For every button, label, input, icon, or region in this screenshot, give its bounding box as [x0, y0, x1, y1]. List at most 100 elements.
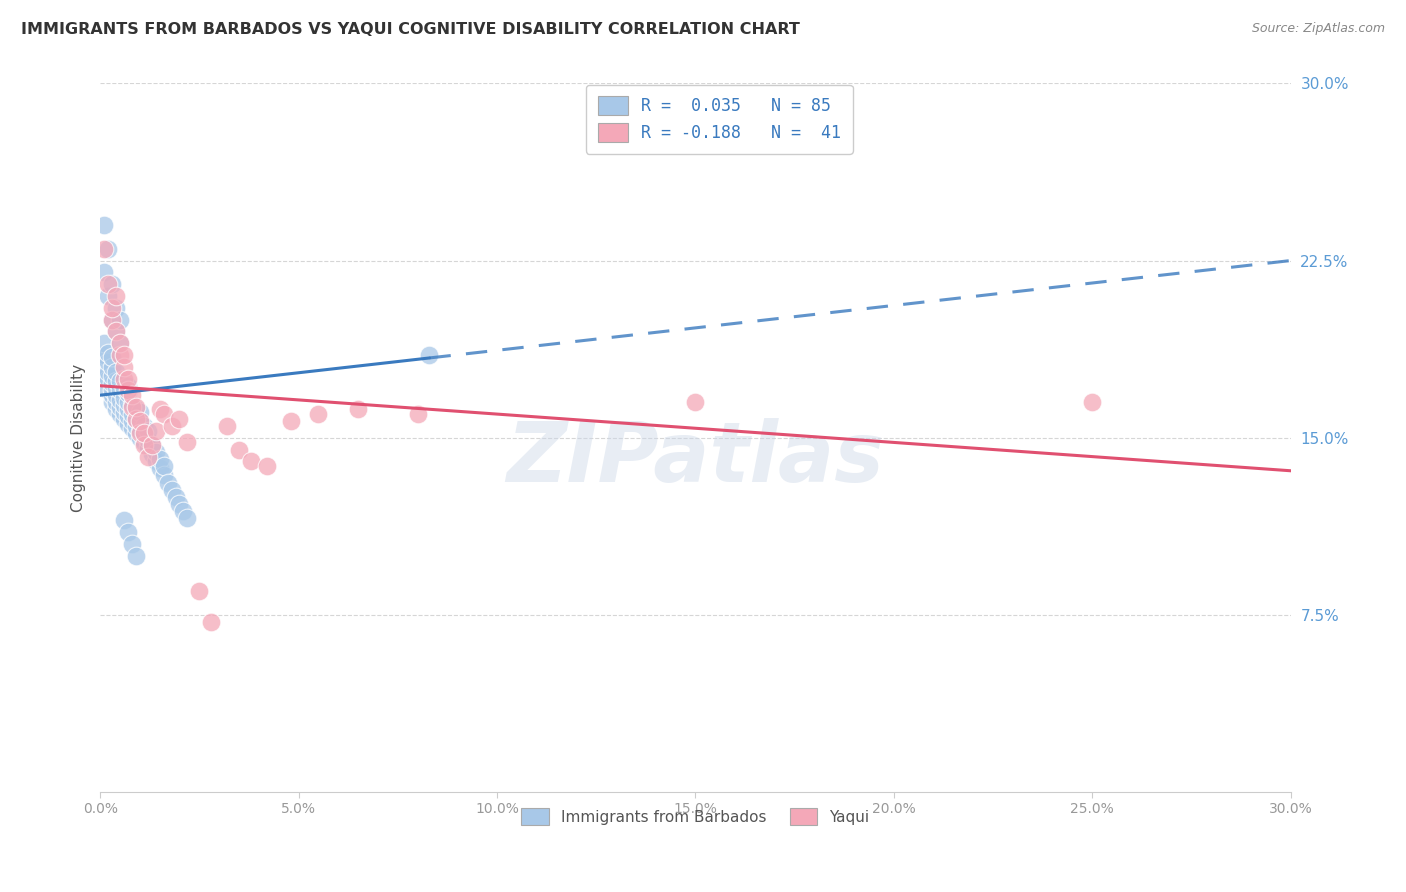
Point: [97, 365, 120, 379]
Point: [117, 525, 139, 540]
Point: [101, 277, 124, 292]
Point: [112, 412, 135, 426]
Point: [200, 615, 222, 629]
Point: [101, 301, 124, 315]
Point: [105, 301, 128, 315]
Point: [93, 372, 115, 386]
Point: [105, 381, 128, 395]
Y-axis label: Cognitive Disability: Cognitive Disability: [72, 364, 86, 512]
Point: [136, 424, 159, 438]
Point: [108, 312, 131, 326]
Point: [145, 424, 167, 438]
Point: [145, 445, 167, 459]
Point: [121, 421, 143, 435]
Point: [176, 511, 198, 525]
Point: [101, 384, 124, 398]
Point: [188, 584, 211, 599]
Point: [97, 384, 120, 398]
Point: [132, 435, 155, 450]
Point: [136, 433, 159, 447]
Point: [172, 504, 194, 518]
Point: [112, 398, 135, 412]
Point: [105, 388, 128, 402]
Point: [117, 409, 139, 424]
Point: [347, 402, 370, 417]
Point: [101, 369, 124, 384]
Point: [121, 388, 143, 402]
Point: [117, 372, 139, 386]
Point: [160, 418, 183, 433]
Point: [228, 442, 250, 457]
Point: [101, 359, 124, 374]
Point: [280, 414, 302, 428]
Point: [1081, 395, 1104, 409]
Point: [406, 407, 429, 421]
Point: [101, 312, 124, 326]
Point: [93, 242, 115, 256]
Point: [152, 407, 174, 421]
Point: [101, 351, 124, 365]
Point: [256, 458, 278, 473]
Point: [176, 435, 198, 450]
Text: IMMIGRANTS FROM BARBADOS VS YAQUI COGNITIVE DISABILITY CORRELATION CHART: IMMIGRANTS FROM BARBADOS VS YAQUI COGNIT…: [21, 22, 800, 37]
Point: [112, 405, 135, 419]
Point: [125, 418, 148, 433]
Point: [108, 336, 131, 351]
Text: Source: ZipAtlas.com: Source: ZipAtlas.com: [1251, 22, 1385, 36]
Point: [141, 447, 163, 461]
Point: [97, 242, 120, 256]
Point: [121, 407, 143, 421]
Point: [169, 497, 191, 511]
Point: [105, 289, 128, 303]
Point: [169, 412, 191, 426]
Point: [101, 395, 124, 409]
Point: [128, 431, 150, 445]
Point: [112, 359, 135, 374]
Point: [93, 218, 115, 232]
Point: [97, 289, 120, 303]
Point: [145, 454, 167, 468]
Point: [136, 440, 159, 454]
Point: [105, 325, 128, 339]
Point: [141, 438, 163, 452]
Point: [128, 405, 150, 419]
Point: [101, 388, 124, 402]
Point: [217, 418, 239, 433]
Point: [165, 490, 187, 504]
Point: [121, 414, 143, 428]
Point: [105, 395, 128, 409]
Point: [108, 400, 131, 414]
Point: [132, 418, 155, 433]
Point: [101, 376, 124, 391]
Point: [125, 412, 148, 426]
Point: [108, 384, 131, 398]
Point: [117, 378, 139, 392]
Point: [112, 381, 135, 395]
Point: [128, 414, 150, 428]
Point: [128, 414, 150, 428]
Point: [108, 336, 131, 351]
Point: [141, 438, 163, 452]
Point: [149, 402, 172, 417]
Point: [128, 424, 150, 438]
Point: [108, 374, 131, 388]
Point: [93, 336, 115, 351]
Point: [97, 345, 120, 359]
Point: [117, 417, 139, 431]
Point: [121, 398, 143, 412]
Point: [97, 355, 120, 369]
Point: [128, 425, 150, 440]
Point: [97, 372, 120, 386]
Point: [105, 325, 128, 339]
Point: [101, 312, 124, 326]
Point: [121, 537, 143, 551]
Point: [125, 425, 148, 440]
Point: [132, 428, 155, 442]
Point: [117, 384, 139, 398]
Point: [105, 365, 128, 379]
Point: [117, 385, 139, 400]
Point: [112, 513, 135, 527]
Point: [132, 425, 155, 440]
Point: [121, 400, 143, 414]
Point: [112, 348, 135, 362]
